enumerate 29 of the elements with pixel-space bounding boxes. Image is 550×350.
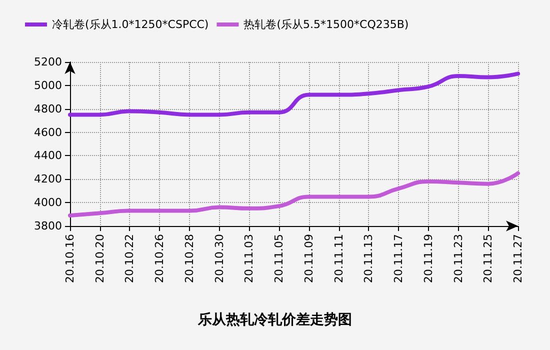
x-tick-label: 20.10.28 [182,234,196,283]
x-tick-label: 20.10.26 [153,234,166,283]
x-tick-label: 20.11.23 [452,234,465,283]
line-series [68,171,520,218]
legend-label: 热轧卷(乐从5.5*1500*CQ235B) [244,18,409,31]
y-tick-label: 4200 [34,172,62,186]
y-tick-label: 4400 [34,149,62,162]
x-tick-label: 20.10.22 [123,234,136,283]
line-series [68,72,520,117]
x-tick-label: 20.11.27 [512,234,524,283]
legend-label: 冷轧卷(乐从1.0*1250*CSPCC) [52,18,209,31]
x-tick-label: 20.11.09 [302,234,316,283]
y-tick-label: 5200 [34,56,62,68]
x-tick-label: 20.11.25 [482,234,495,283]
x-tick-label: 20.11.03 [242,234,256,283]
x-tick-label: 20.11.11 [332,234,346,283]
x-tick-label: 20.11.05 [272,234,286,283]
x-tick-label: 20.10.30 [212,234,226,283]
text: 乐从热轧冷轧价差走势图 [197,311,352,328]
y-tick-label: 4600 [34,126,62,139]
y-tick-label: 4000 [34,196,62,210]
x-tick-label: 20.10.16 [64,234,76,283]
x-tick-label: 20.11.17 [392,234,406,283]
y-tick-label: 5000 [34,78,62,92]
x-tick-label: 20.10.20 [93,234,106,283]
y-tick-label: 4800 [34,102,62,116]
x-tick-label: 20.11.19 [422,234,435,283]
x-tick-label: 20.11.13 [362,234,376,283]
y-tick-label: 3800 [34,220,62,232]
